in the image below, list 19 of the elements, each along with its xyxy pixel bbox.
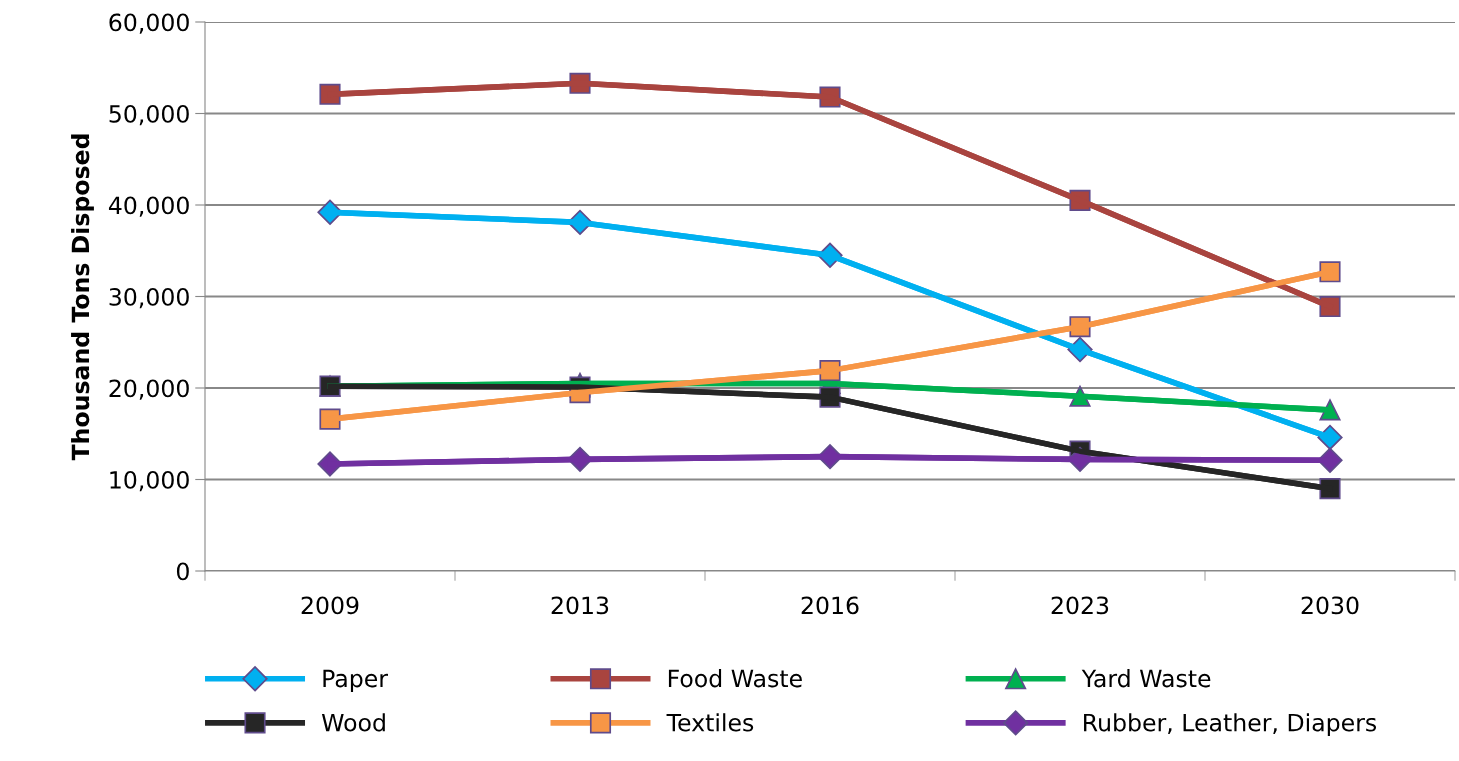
- x-tick-label: 2016: [801, 596, 859, 615]
- legend-label: Textiles: [666, 713, 754, 732]
- legend-label: Paper: [323, 669, 388, 692]
- y-axis-title: Thousand Tons Disposed: [71, 134, 94, 461]
- x-tick-label: 2023: [1051, 596, 1109, 615]
- y-tick-label: 40,000: [108, 196, 189, 217]
- legend-label: Yard Waste: [1081, 669, 1211, 688]
- y-tick-label: 0: [176, 562, 189, 581]
- y-tick-label: 50,000: [109, 104, 189, 126]
- x-tick-label: 2030: [1301, 596, 1359, 615]
- legend-label: Rubber, Leather, Diapers: [1084, 713, 1377, 737]
- y-tick-label: 20,000: [109, 379, 189, 400]
- y-tick-label: 30,000: [109, 287, 189, 309]
- x-tick-label: 2013: [551, 596, 609, 615]
- y-tick-label: 10,000: [110, 470, 189, 492]
- legend-label: Food Waste: [668, 669, 802, 688]
- legend-label: Wood: [321, 713, 385, 732]
- y-tick-label: 60,000: [109, 13, 189, 34]
- x-tick-label: 2009: [301, 596, 359, 615]
